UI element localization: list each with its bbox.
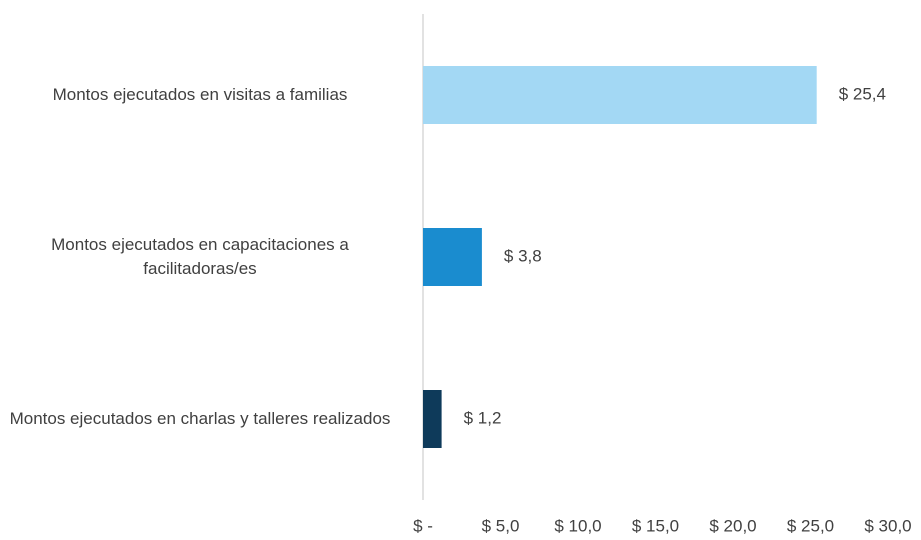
- x-tick-label: $ 30,0: [864, 516, 911, 535]
- bar: [423, 228, 482, 286]
- x-tick-label: $ 5,0: [482, 516, 520, 535]
- x-tick-label: $ 25,0: [787, 516, 834, 535]
- value-label: $ 25,4: [839, 84, 886, 103]
- value-label: $ 1,2: [464, 408, 502, 427]
- bar: [423, 390, 442, 448]
- bar: [423, 66, 817, 124]
- x-tick-label: $ 20,0: [709, 516, 756, 535]
- x-tick-label: $ -: [413, 516, 433, 535]
- value-label: $ 3,8: [504, 246, 542, 265]
- category-label: Montos ejecutados en visitas a familias: [52, 85, 348, 104]
- x-tick-label: $ 15,0: [632, 516, 679, 535]
- x-tick-label: $ 10,0: [554, 516, 601, 535]
- category-label: Montos ejecutados en charlas y talleres …: [9, 409, 391, 428]
- category-label: Montos ejecutados en capacitaciones a fa…: [51, 235, 349, 278]
